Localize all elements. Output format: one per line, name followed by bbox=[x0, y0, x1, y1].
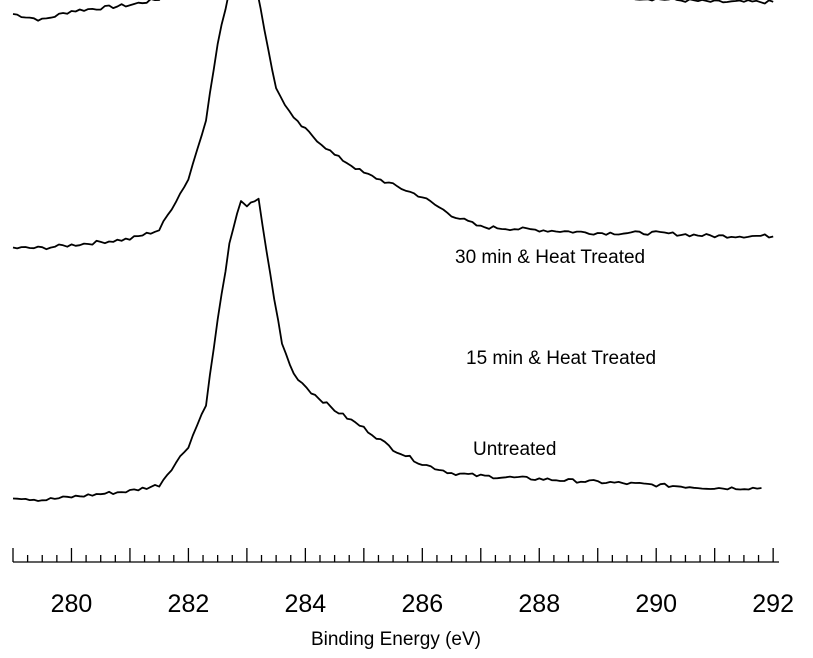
series-label-2: 15 min & Heat Treated bbox=[466, 348, 656, 369]
series-line-1 bbox=[12, 0, 774, 22]
x-tick-label: 280 bbox=[51, 590, 93, 618]
x-tick-label: 288 bbox=[518, 590, 560, 618]
x-tick-label: 290 bbox=[635, 590, 677, 618]
series-layer bbox=[12, 0, 774, 502]
series-label-3: Untreated bbox=[473, 439, 556, 460]
series-line-3 bbox=[12, 197, 762, 502]
x-tick-label: 282 bbox=[168, 590, 210, 618]
series-line-2 bbox=[12, 0, 774, 251]
series-label-1: 30 min & Heat Treated bbox=[455, 247, 645, 268]
x-tick-label: 284 bbox=[285, 590, 327, 618]
x-axis: 280 282 284 286 288 290 292 bbox=[12, 548, 794, 618]
x-tick-label: 286 bbox=[401, 590, 443, 618]
x-axis-title: Binding Energy (eV) bbox=[311, 629, 481, 650]
series-label-layer: 30 min & Heat Treated 15 min & Heat Treat… bbox=[455, 247, 656, 460]
x-tick-label: 292 bbox=[752, 590, 794, 618]
